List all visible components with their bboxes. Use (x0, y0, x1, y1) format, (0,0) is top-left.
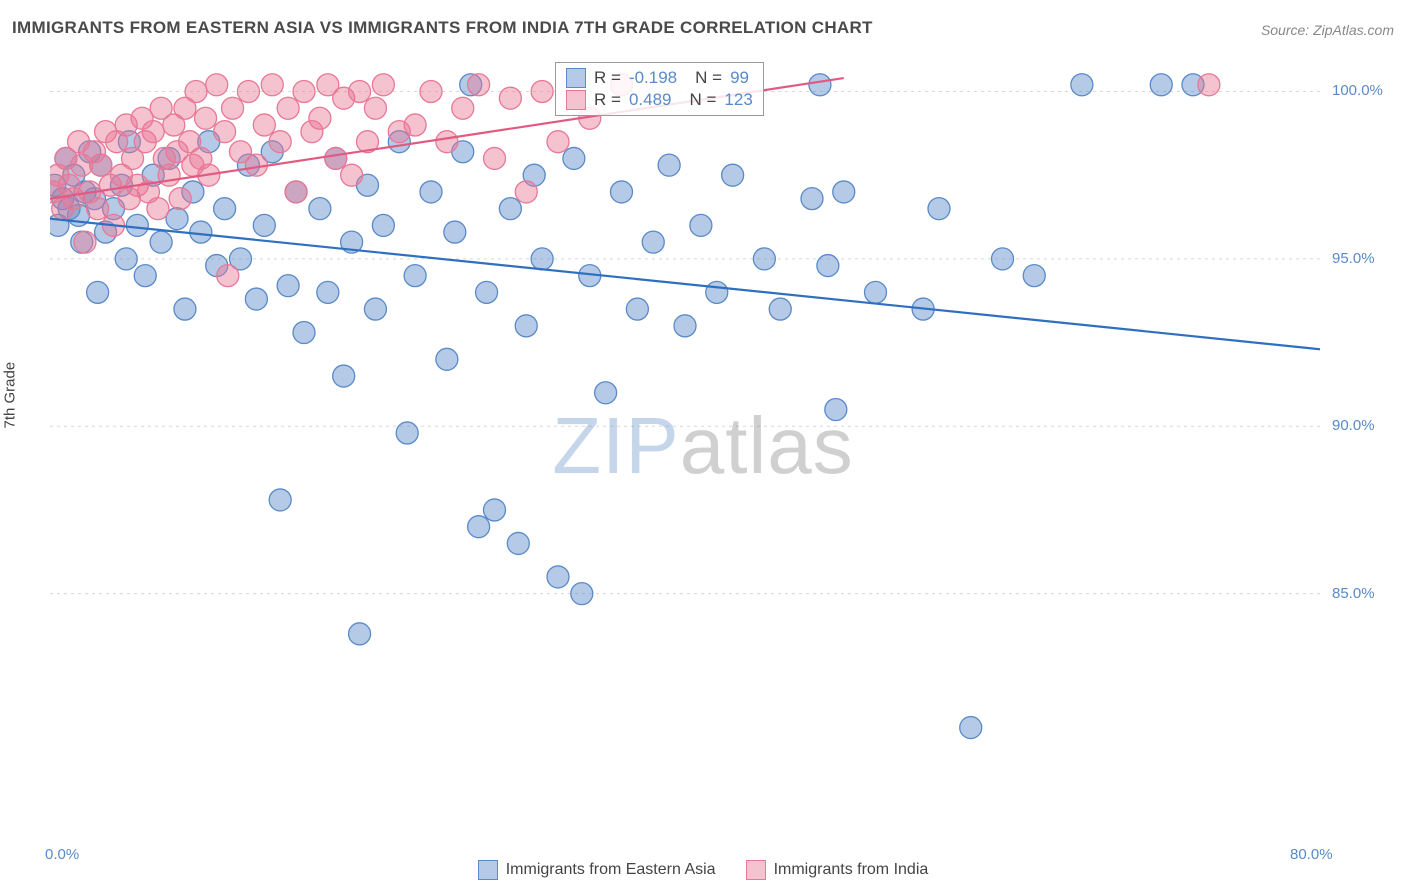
stats-swatch (566, 68, 586, 88)
legend-item: Immigrants from India (746, 860, 929, 880)
y-tick-label: 85.0% (1332, 585, 1375, 602)
n-label: N = (695, 68, 722, 88)
chart-container: IMMIGRANTS FROM EASTERN ASIA VS IMMIGRAN… (0, 0, 1406, 892)
stats-row: R = 0.489 N = 123 (566, 89, 753, 111)
y-tick-label: 90.0% (1332, 417, 1375, 434)
y-axis-label: 7th Grade (2, 362, 19, 429)
r-label: R = (594, 68, 621, 88)
legend-swatch (478, 860, 498, 880)
r-value: 0.489 (629, 90, 672, 110)
source-attribution: Source: ZipAtlas.com (1261, 22, 1394, 38)
scatter-plot (50, 58, 1320, 828)
x-tick-label: 80.0% (1290, 846, 1333, 863)
bottom-legend: Immigrants from Eastern Asia Immigrants f… (0, 860, 1406, 880)
stats-row: R = -0.198 N = 99 (566, 67, 753, 89)
stats-legend-box: R =-0.198N = 99R = 0.489N =123 (555, 62, 764, 116)
source-name: ZipAtlas.com (1313, 22, 1394, 38)
legend-label: Immigrants from India (774, 861, 929, 879)
legend-swatch (746, 860, 766, 880)
x-tick-label: 0.0% (45, 846, 79, 863)
y-tick-label: 100.0% (1332, 82, 1383, 99)
r-label: R = (594, 90, 621, 110)
r-value: -0.198 (629, 68, 677, 88)
legend-label: Immigrants from Eastern Asia (506, 861, 716, 879)
y-tick-label: 95.0% (1332, 250, 1375, 267)
n-value: 99 (730, 68, 749, 88)
chart-title: IMMIGRANTS FROM EASTERN ASIA VS IMMIGRAN… (12, 18, 873, 38)
n-label: N = (689, 90, 716, 110)
legend-item: Immigrants from Eastern Asia (478, 860, 716, 880)
source-prefix: Source: (1261, 22, 1313, 38)
stats-swatch (566, 90, 586, 110)
n-value: 123 (724, 90, 752, 110)
